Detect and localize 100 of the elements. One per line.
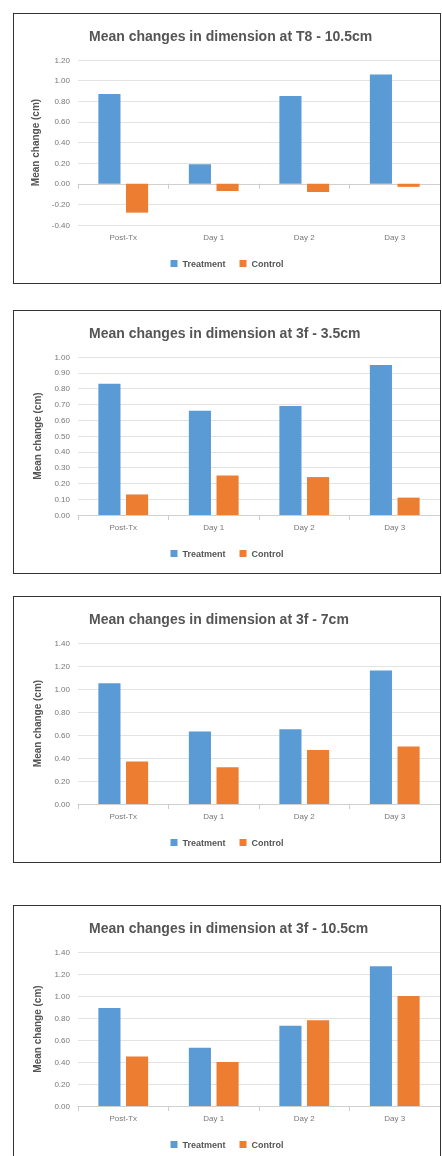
x-tick-label: Day 1 xyxy=(203,232,225,242)
x-tick-label: Day 1 xyxy=(203,811,225,821)
bar xyxy=(279,729,302,804)
bar xyxy=(279,405,302,515)
bar xyxy=(98,1008,121,1106)
legend-label: Control xyxy=(251,548,284,559)
bar xyxy=(188,1047,211,1106)
bar xyxy=(279,1025,302,1106)
y-tick-label: 0.00 xyxy=(54,179,71,189)
bar xyxy=(397,497,420,515)
x-tick-label: Day 3 xyxy=(384,522,406,532)
bar xyxy=(216,475,239,515)
y-tick-label: 0.20 xyxy=(54,776,71,786)
y-tick-label: 0.20 xyxy=(54,158,71,168)
legend-label: Treatment xyxy=(182,1139,226,1150)
y-tick-label: 1.00 xyxy=(54,352,71,362)
bar xyxy=(188,410,211,515)
bar xyxy=(126,183,149,213)
bar xyxy=(188,164,211,184)
bar xyxy=(307,477,330,515)
y-tick-label: 1.20 xyxy=(54,969,71,979)
y-axis-title: Mean change (cm) xyxy=(30,98,42,187)
bar xyxy=(397,996,420,1106)
bar xyxy=(369,74,392,184)
y-tick-label: -0.40 xyxy=(51,220,71,230)
y-tick-label: 0.20 xyxy=(54,1079,71,1089)
x-tick-label: Day 1 xyxy=(203,522,225,532)
y-tick-label: 0.30 xyxy=(54,463,71,473)
x-tick-label: Post-Tx xyxy=(109,1113,138,1123)
y-tick-label: 0.60 xyxy=(54,730,71,740)
bar xyxy=(307,183,330,192)
y-tick-label: 0.40 xyxy=(54,1057,71,1067)
y-tick-label: 0.60 xyxy=(54,415,71,425)
bar xyxy=(397,183,420,187)
x-tick-label: Day 1 xyxy=(203,1113,225,1123)
bar xyxy=(126,494,149,515)
legend-label: Treatment xyxy=(182,258,226,269)
bar xyxy=(216,1062,239,1106)
y-tick-label: 1.00 xyxy=(54,991,71,1001)
y-tick-label: 1.00 xyxy=(54,684,71,694)
x-tick-label: Day 3 xyxy=(384,811,406,821)
x-tick-label: Day 2 xyxy=(293,811,316,821)
legend-label: Treatment xyxy=(182,837,226,848)
bar xyxy=(369,670,392,804)
y-tick-label: -0.20 xyxy=(51,199,71,209)
legend-label: Control xyxy=(251,837,284,848)
bar xyxy=(279,96,302,184)
y-tick-label: 0.60 xyxy=(54,117,71,127)
x-tick-label: Day 3 xyxy=(384,1113,406,1123)
x-tick-label: Day 2 xyxy=(293,522,316,532)
y-tick-label: 0.00 xyxy=(54,799,71,809)
y-tick-label: 1.20 xyxy=(54,661,71,671)
bar xyxy=(188,731,211,804)
chart-title: Mean changes in dimension at 3f - 7cm xyxy=(89,611,349,627)
bar xyxy=(126,761,149,804)
chart-title: Mean changes in dimension at T8 - 10.5cm xyxy=(89,28,373,44)
y-tick-label: 0.00 xyxy=(54,510,71,520)
legend-label: Treatment xyxy=(182,548,226,559)
y-tick-label: 0.90 xyxy=(54,368,71,378)
bar xyxy=(307,749,330,804)
y-tick-label: 1.40 xyxy=(54,638,71,648)
y-tick-label: 0.40 xyxy=(54,138,71,147)
y-axis-title: Mean change (cm) xyxy=(31,985,43,1073)
y-tick-label: 0.80 xyxy=(54,1013,71,1023)
y-tick-label: 0.80 xyxy=(54,96,71,106)
y-tick-label: 0.80 xyxy=(54,707,71,717)
chart-title: Mean changes in dimension at 3f - 10.5cm xyxy=(89,920,369,936)
bar xyxy=(98,383,121,515)
y-tick-label: 0.50 xyxy=(54,431,71,441)
x-tick-label: Post-Tx xyxy=(109,522,138,532)
bar xyxy=(98,94,121,184)
x-tick-label: Post-Tx xyxy=(109,232,138,242)
y-tick-label: 0.80 xyxy=(54,384,71,394)
bar xyxy=(369,966,392,1106)
bar xyxy=(98,683,121,804)
y-tick-label: 0.20 xyxy=(54,478,71,488)
y-tick-label: 0.40 xyxy=(54,753,71,763)
legend-label: Control xyxy=(251,1139,284,1150)
y-tick-label: 0.70 xyxy=(54,399,71,409)
y-tick-label: 1.40 xyxy=(54,947,71,957)
bar xyxy=(307,1020,330,1106)
bar xyxy=(397,746,420,804)
y-tick-label: 0.40 xyxy=(54,447,71,457)
y-tick-label: 0.60 xyxy=(54,1035,71,1045)
x-tick-label: Post-Tx xyxy=(109,811,138,821)
x-tick-label: Day 2 xyxy=(293,1113,316,1123)
y-axis-title: Mean change (cm) xyxy=(31,392,43,480)
x-tick-label: Day 2 xyxy=(293,232,316,242)
y-axis-title: Mean change (cm) xyxy=(31,679,43,768)
chart-title: Mean changes in dimension at 3f - 3.5cm xyxy=(89,325,361,341)
y-tick-label: 0.10 xyxy=(54,494,71,504)
y-tick-label: 0.00 xyxy=(54,1101,71,1111)
y-tick-label: 1.00 xyxy=(54,76,71,86)
x-tick-label: Day 3 xyxy=(384,232,406,242)
bar xyxy=(126,1056,149,1106)
y-tick-label: 1.20 xyxy=(54,55,71,65)
bar xyxy=(369,364,392,515)
bar xyxy=(216,183,239,191)
legend-label: Control xyxy=(251,258,284,269)
bar xyxy=(216,767,239,804)
